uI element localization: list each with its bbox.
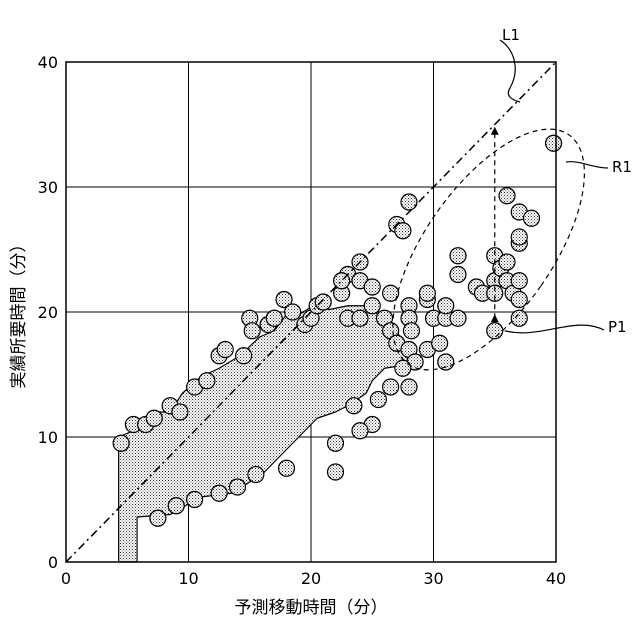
data-point	[546, 135, 562, 151]
data-point	[403, 323, 419, 339]
data-point	[352, 310, 368, 326]
x-tick-label: 40	[546, 569, 566, 588]
data-point	[172, 404, 188, 420]
data-point	[244, 323, 260, 339]
data-point	[168, 498, 184, 514]
data-point	[113, 435, 129, 451]
data-point	[150, 510, 166, 526]
data-point	[401, 194, 417, 210]
x-axis-title: 予測移動時間（分）	[235, 598, 388, 618]
data-point	[217, 342, 233, 358]
data-point	[438, 354, 454, 370]
data-point	[364, 279, 380, 295]
data-point	[395, 223, 411, 239]
data-point	[511, 273, 527, 289]
data-point	[328, 464, 344, 480]
data-point	[352, 423, 368, 439]
data-point	[511, 310, 527, 326]
data-point	[524, 210, 540, 226]
data-point	[511, 229, 527, 245]
y-tick-label: 0	[48, 553, 58, 572]
data-point	[450, 310, 466, 326]
data-point	[328, 435, 344, 451]
reference-line-label: L1	[502, 26, 520, 44]
data-point	[230, 479, 246, 495]
data-point	[432, 335, 448, 351]
data-point	[285, 304, 301, 320]
point-label: P1	[608, 318, 627, 336]
data-point	[499, 254, 515, 270]
data-point	[266, 310, 282, 326]
y-axis-title: 実績所要時間（分）	[9, 236, 29, 389]
data-point	[370, 392, 386, 408]
data-point	[401, 379, 417, 395]
data-point	[438, 298, 454, 314]
data-point	[199, 373, 215, 389]
y-tick-label: 40	[38, 53, 58, 72]
y-tick-label: 20	[38, 303, 58, 322]
x-tick-label: 20	[301, 569, 321, 588]
data-point	[511, 292, 527, 308]
data-point	[364, 298, 380, 314]
leader-line-r1	[566, 162, 608, 168]
data-point	[450, 267, 466, 283]
data-point	[487, 323, 503, 339]
data-point	[383, 379, 399, 395]
data-point	[248, 467, 264, 483]
leader-line-l1	[500, 40, 520, 102]
x-tick-label: 0	[61, 569, 71, 588]
data-point	[187, 492, 203, 508]
data-point	[279, 460, 295, 476]
y-tick-label: 30	[38, 178, 58, 197]
data-point	[211, 485, 227, 501]
x-tick-label: 30	[423, 569, 443, 588]
y-tick-label: 10	[38, 428, 58, 447]
data-point	[146, 410, 162, 426]
data-point	[419, 285, 435, 301]
data-point	[236, 348, 252, 364]
data-point	[450, 248, 466, 264]
region-label: R1	[612, 158, 632, 176]
data-point	[346, 398, 362, 414]
x-tick-label: 10	[178, 569, 198, 588]
data-point	[499, 188, 515, 204]
data-point	[395, 360, 411, 376]
data-point	[315, 294, 331, 310]
